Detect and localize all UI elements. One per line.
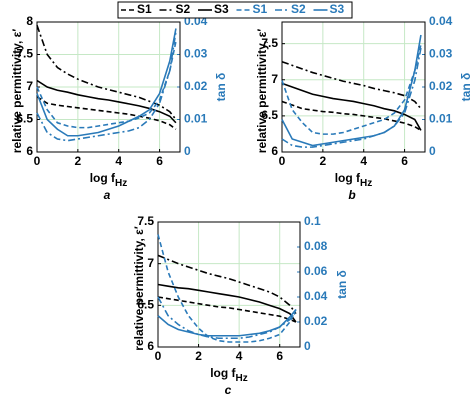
x-axis-label: log fHz <box>335 171 373 188</box>
legend-label: S3 <box>330 2 345 16</box>
series-line <box>36 79 177 124</box>
series-line <box>157 234 297 343</box>
y2-tick-label: 0.02 <box>429 79 453 93</box>
y-tick-label: 8 <box>26 14 33 28</box>
legend-label: S2 <box>176 2 191 16</box>
x-axis-label-main: log f <box>335 171 361 185</box>
x-axis-label-main: log f <box>90 171 116 185</box>
y2-tick-label: 0 <box>184 144 191 158</box>
x-tick-label: 0 <box>34 154 41 168</box>
y2-tick-label: 0.1 <box>304 214 321 228</box>
panel-label: b <box>348 188 355 202</box>
x-axis-label: log fHz <box>210 366 248 383</box>
series-line <box>157 296 297 323</box>
y-tick-label: 6 <box>147 339 154 353</box>
y-axis-label: relative permittivity, ε′ <box>132 226 146 351</box>
x-tick-label: 4 <box>236 349 243 363</box>
y2-tick-label: 0 <box>304 339 311 353</box>
series-line <box>36 31 177 142</box>
series-line <box>281 82 422 131</box>
panel-label: c <box>225 383 232 397</box>
series-line <box>281 100 422 132</box>
series-line <box>157 254 297 315</box>
x-axis-label: log fHz <box>90 171 128 188</box>
y-tick-label: 7 <box>147 256 154 270</box>
y2-tick-label: 0.03 <box>184 47 208 61</box>
series-line <box>281 34 422 147</box>
y-tick-label: 6.5 <box>137 298 154 312</box>
y2-tick-label: 0.06 <box>304 264 328 278</box>
y-tick-label: 6.5 <box>261 108 278 122</box>
x-axis-label-main: log f <box>210 366 236 380</box>
x-axis-label-sub: Hz <box>236 373 248 384</box>
series-line <box>281 44 422 135</box>
series-line <box>157 296 297 340</box>
x-tick-label: 4 <box>360 154 367 168</box>
series-line <box>157 308 297 337</box>
x-axis-label-sub: Hz <box>360 178 372 189</box>
series-line <box>36 96 177 130</box>
y-tick-label: 6 <box>271 144 278 158</box>
y-axis-label: relative permittivity, ε′ <box>255 29 269 154</box>
y2-axis-label: tan δ <box>459 73 473 102</box>
legend-label: S1 <box>253 2 268 16</box>
y-tick-label: 7.5 <box>16 47 33 61</box>
series-line <box>36 41 177 129</box>
x-tick-label: 2 <box>320 154 327 168</box>
series-line <box>281 47 422 148</box>
y-tick-label: 7 <box>271 72 278 86</box>
y2-tick-label: 0 <box>429 144 436 158</box>
x-tick-label: 2 <box>75 154 82 168</box>
y2-tick-label: 0.04 <box>429 14 453 28</box>
legend-box <box>117 1 353 19</box>
y-tick-label: 7.5 <box>261 36 278 50</box>
series-line <box>36 28 177 137</box>
x-tick-label: 0 <box>155 349 162 363</box>
y-tick-label: 6 <box>26 144 33 158</box>
x-tick-label: 6 <box>401 154 408 168</box>
y2-tick-label: 0.01 <box>184 112 208 126</box>
y2-axis-label: tan δ <box>335 270 349 299</box>
legend-label: S3 <box>214 2 229 16</box>
x-tick-label: 4 <box>115 154 122 168</box>
series-line <box>281 60 422 110</box>
y2-tick-label: 0.02 <box>304 314 328 328</box>
y2-axis-label: tan δ <box>214 73 228 102</box>
y2-tick-label: 0.01 <box>429 112 453 126</box>
plot-frame <box>281 21 426 153</box>
series-line <box>157 283 297 323</box>
y2-tick-label: 0.03 <box>429 47 453 61</box>
legend-label: S2 <box>291 2 306 16</box>
legend-label: S1 <box>137 2 152 16</box>
y2-tick-label: 0.04 <box>304 289 328 303</box>
x-axis-label-sub: Hz <box>115 178 127 189</box>
x-tick-label: 2 <box>195 349 202 363</box>
y-tick-label: 7 <box>26 79 33 93</box>
x-tick-label: 6 <box>156 154 163 168</box>
y2-tick-label: 0.02 <box>184 79 208 93</box>
panel-label: a <box>104 188 111 202</box>
y2-tick-label: 0.08 <box>304 239 328 253</box>
x-tick-label: 6 <box>276 349 283 363</box>
y-axis-label: relative permittivity, ε′ <box>10 29 24 154</box>
x-tick-label: 0 <box>279 154 286 168</box>
y-tick-label: 7.5 <box>137 214 154 228</box>
y-tick-label: 6.5 <box>16 112 33 126</box>
